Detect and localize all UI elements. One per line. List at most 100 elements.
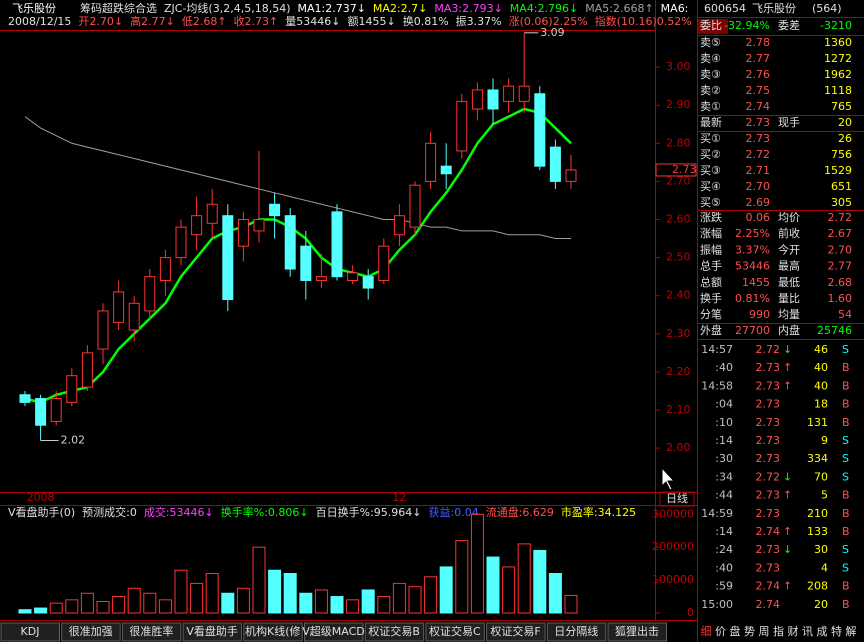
- volume-bar: [455, 540, 469, 614]
- tick-price: 2.74: [756, 598, 781, 611]
- tick-side: B: [842, 398, 850, 411]
- header-item: 2008/12/15: [8, 15, 71, 28]
- quote-cell: 0.81%: [735, 292, 770, 305]
- header-item: 换手率%:0.806↓: [221, 505, 309, 519]
- volume-bar: [49, 602, 63, 614]
- side-tab[interactable]: 细: [701, 625, 712, 638]
- side-tab[interactable]: 盘: [730, 624, 741, 638]
- tab[interactable]: [486, 622, 546, 642]
- tab[interactable]: [304, 622, 364, 642]
- tab[interactable]: [121, 622, 182, 642]
- volume-bar: [205, 573, 219, 614]
- quote-cell: 53446: [735, 260, 770, 273]
- tab-label[interactable]: 很准胜率: [129, 624, 173, 638]
- x-tick-label: 12: [392, 491, 406, 504]
- candle-body: [128, 302, 140, 331]
- side-tab[interactable]: 财: [788, 624, 799, 638]
- tick-time: :34: [715, 470, 733, 483]
- volume-bar: [502, 566, 516, 614]
- volume-bar: [143, 592, 157, 614]
- quote-cell: 卖③: [700, 68, 721, 81]
- volume-bar: [236, 587, 250, 614]
- tab[interactable]: [61, 622, 121, 642]
- side-tab[interactable]: 指: [773, 624, 784, 638]
- tick-side: B: [842, 379, 850, 392]
- tick-time: :24: [715, 543, 733, 556]
- tick-volume: 70: [814, 470, 828, 483]
- side-tab[interactable]: 成: [817, 625, 828, 638]
- candle-body: [144, 276, 156, 312]
- quote-cell: 1455: [742, 276, 770, 289]
- side-tab[interactable]: 周: [759, 625, 770, 638]
- side-tab[interactable]: 价: [715, 625, 726, 638]
- tick-time: 14:59: [701, 507, 733, 520]
- tick-time: :40: [715, 561, 733, 574]
- tab-label[interactable]: 狐狸出击: [615, 624, 659, 638]
- tab-label[interactable]: V超级MACD: [302, 624, 365, 638]
- y-tick-label: 2.70: [666, 174, 691, 187]
- side-tab[interactable]: 解: [846, 624, 857, 638]
- tick-side: S: [842, 434, 849, 447]
- tick-volume: 5: [821, 489, 828, 502]
- tab-label[interactable]: V看盘助手: [186, 624, 238, 638]
- candle-body: [159, 257, 171, 281]
- side-tab[interactable]: 势: [744, 625, 755, 638]
- header-item: MA3:2.793↓: [434, 2, 502, 15]
- tab-label[interactable]: 权证交易F: [490, 624, 540, 638]
- tab-label[interactable]: 日分隔线: [554, 624, 598, 638]
- quote-cell: 卖④: [700, 52, 721, 65]
- quote-cell: 委比: [700, 19, 722, 32]
- candle-body: [549, 146, 561, 182]
- candle-body: [565, 169, 577, 182]
- header-item: 百日换手%:95.964↓: [316, 505, 422, 519]
- info-line: 2008/12/15 开2.70↓ 高2.77↓ 低2.68↑ 收2.73↑ 量53446…: [8, 14, 692, 28]
- tab-label[interactable]: 很准加强: [69, 624, 113, 638]
- tab[interactable]: [182, 622, 243, 642]
- header-item: 开2.70↓: [78, 15, 123, 28]
- header-item: 预测成交:0: [82, 505, 137, 519]
- quote-cell: 卖⑤: [700, 36, 721, 49]
- y-tick-label: 200000: [652, 540, 694, 553]
- quote-cell: 总额: [700, 275, 722, 289]
- tab-label[interactable]: 权证交易B: [368, 624, 420, 638]
- tab-label[interactable]: KDJ: [21, 625, 40, 638]
- quote-cell: 振幅: [700, 242, 722, 256]
- tab[interactable]: [546, 622, 607, 642]
- tab[interactable]: [364, 622, 425, 642]
- ma-line: [24, 116, 571, 240]
- quote-cell: 2.70: [746, 180, 771, 193]
- quote-cell: 均价: [778, 211, 800, 224]
- tab-label[interactable]: 机构K线(修: [245, 624, 301, 638]
- y-tick-label: 3.00: [666, 60, 691, 73]
- volume-bar: [361, 589, 375, 614]
- last-price-label: 2.73: [672, 163, 697, 176]
- volume-bar: [65, 599, 79, 614]
- quote-cell: 委差: [778, 18, 800, 32]
- tab[interactable]: [243, 622, 303, 642]
- quote-cell: 量比: [778, 292, 800, 305]
- tick-side: S: [842, 343, 849, 356]
- volume-bar: [283, 573, 297, 614]
- tab-label[interactable]: 权证交易C: [429, 624, 481, 638]
- stock-code: 600654: [704, 2, 746, 15]
- side-tab[interactable]: 特: [831, 624, 842, 638]
- header-item: 指数(10.16)0.52%: [595, 14, 692, 28]
- tick-volume: 208: [807, 580, 828, 593]
- header-item: ZJC-均线(3,2,4,5,18,54): [164, 1, 290, 15]
- quote-cell: 买④: [700, 180, 721, 193]
- quote-cell: 卖①: [700, 100, 721, 113]
- side-tab[interactable]: 讯: [802, 625, 813, 638]
- tick-volume: 40: [814, 361, 828, 374]
- candle-body: [253, 218, 265, 232]
- indicator-line: 筹码超跌综合选 ZJC-均线(3,2,4,5,18,54) MA1:2.737↓ MA…: [80, 1, 688, 15]
- tab[interactable]: [425, 622, 485, 642]
- tab[interactable]: [607, 622, 667, 642]
- tick-arrow: ↑: [783, 525, 792, 538]
- tick-volume: 30: [814, 543, 828, 556]
- quote-cell: 涨幅: [700, 227, 722, 240]
- quote-cell: 26: [838, 132, 852, 145]
- tick-side: B: [842, 507, 850, 520]
- tab[interactable]: [0, 622, 60, 642]
- volume-bar: [34, 607, 48, 614]
